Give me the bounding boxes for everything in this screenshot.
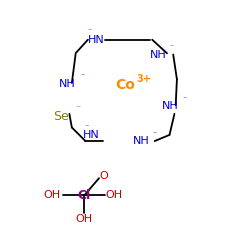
Text: NH: NH (162, 102, 179, 112)
Text: ⁻: ⁻ (81, 72, 85, 81)
Text: HN: HN (88, 35, 105, 45)
Text: Se: Se (53, 110, 68, 123)
Text: HN: HN (83, 130, 100, 140)
Text: ⁻: ⁻ (182, 94, 186, 104)
Text: ⁻: ⁻ (152, 129, 157, 138)
Text: ⁻: ⁻ (84, 122, 89, 132)
Text: OH: OH (76, 214, 93, 224)
Text: ⁻: ⁻ (76, 104, 80, 115)
Text: OH: OH (105, 190, 122, 200)
Text: ⁻: ⁻ (170, 42, 174, 51)
Text: NH: NH (133, 136, 150, 146)
Text: OH: OH (44, 190, 61, 200)
Text: 3+: 3+ (136, 74, 151, 84)
Text: NH: NH (150, 50, 167, 59)
Text: Co: Co (115, 78, 135, 92)
Text: ⁻: ⁻ (87, 26, 91, 36)
Text: Cl: Cl (78, 189, 91, 202)
Text: NH: NH (58, 79, 75, 89)
Text: O: O (100, 171, 108, 181)
